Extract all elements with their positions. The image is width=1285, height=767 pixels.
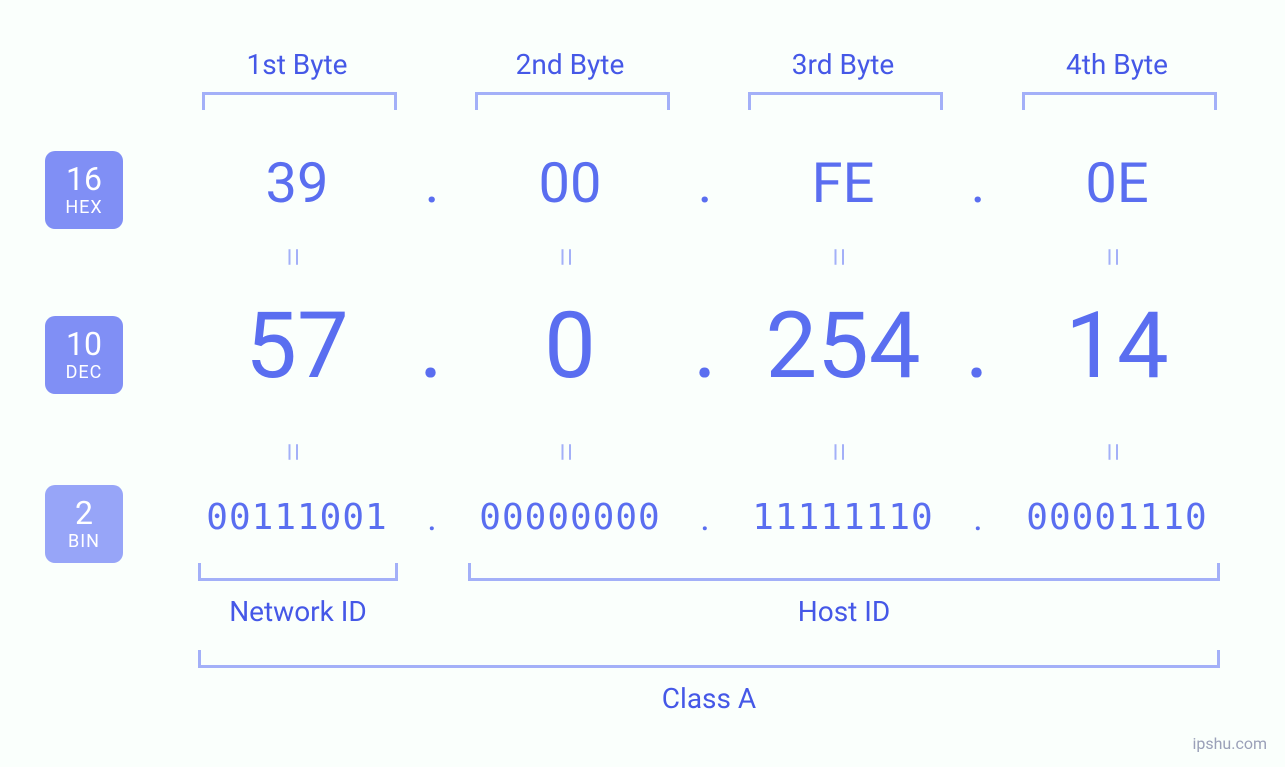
badge-bin: 2 BIN (45, 485, 123, 563)
dec-dot-2: . (687, 293, 723, 400)
dec-byte-4: 14 (1017, 293, 1217, 400)
badge-hex-num: 16 (66, 163, 102, 195)
dec-byte-3: 254 (743, 293, 943, 400)
dec-byte-2: 0 (470, 293, 670, 400)
badge-dec-num: 10 (66, 328, 102, 360)
bin-byte-3: 11111110 (733, 497, 953, 538)
hex-byte-1: 39 (247, 150, 347, 216)
badge-hex-label: HEX (65, 197, 102, 218)
bracket-host-id (468, 563, 1220, 581)
hex-byte-3: FE (793, 150, 893, 216)
dec-dot-1: . (413, 293, 449, 400)
label-class: Class A (659, 682, 759, 715)
bracket-byte-4 (1022, 92, 1217, 110)
eq-dec-bin-3: = (817, 441, 861, 462)
bracket-network-id (198, 563, 398, 581)
byte-header-2: 2nd Byte (510, 48, 630, 81)
badge-dec: 10 DEC (45, 316, 123, 394)
byte-header-4: 4th Byte (1057, 48, 1177, 81)
badge-hex: 16 HEX (45, 151, 123, 229)
hex-dot-2: . (691, 150, 719, 216)
eq-dec-bin-4: = (1091, 441, 1135, 462)
dec-byte-1: 57 (197, 293, 397, 400)
hex-dot-1: . (418, 150, 446, 216)
eq-dec-bin-2: = (544, 441, 588, 462)
watermark: ipshu.com (1192, 734, 1267, 753)
eq-hex-dec-1: = (271, 246, 315, 267)
eq-hex-dec-3: = (817, 246, 861, 267)
label-host-id: Host ID (794, 595, 894, 628)
label-network-id: Network ID (223, 595, 373, 628)
bin-byte-1: 00111001 (187, 497, 407, 538)
byte-header-3: 3rd Byte (783, 48, 903, 81)
bin-byte-4: 00001110 (1007, 497, 1227, 538)
bin-byte-2: 00000000 (460, 497, 680, 538)
byte-header-1: 1st Byte (237, 48, 357, 81)
bin-dot-1: . (420, 497, 444, 539)
badge-bin-label: BIN (68, 531, 100, 552)
bin-dot-2: . (693, 497, 717, 539)
eq-dec-bin-1: = (271, 441, 315, 462)
bracket-byte-2 (475, 92, 670, 110)
eq-hex-dec-2: = (544, 246, 588, 267)
bracket-byte-3 (748, 92, 943, 110)
bracket-byte-1 (202, 92, 397, 110)
bin-dot-3: . (966, 497, 990, 539)
dec-dot-3: . (959, 293, 995, 400)
hex-byte-2: 00 (520, 150, 620, 216)
hex-dot-3: . (964, 150, 992, 216)
hex-byte-4: 0E (1067, 150, 1167, 216)
badge-bin-num: 2 (75, 497, 93, 529)
badge-dec-label: DEC (66, 362, 103, 383)
eq-hex-dec-4: = (1091, 246, 1135, 267)
bracket-class (198, 650, 1220, 668)
